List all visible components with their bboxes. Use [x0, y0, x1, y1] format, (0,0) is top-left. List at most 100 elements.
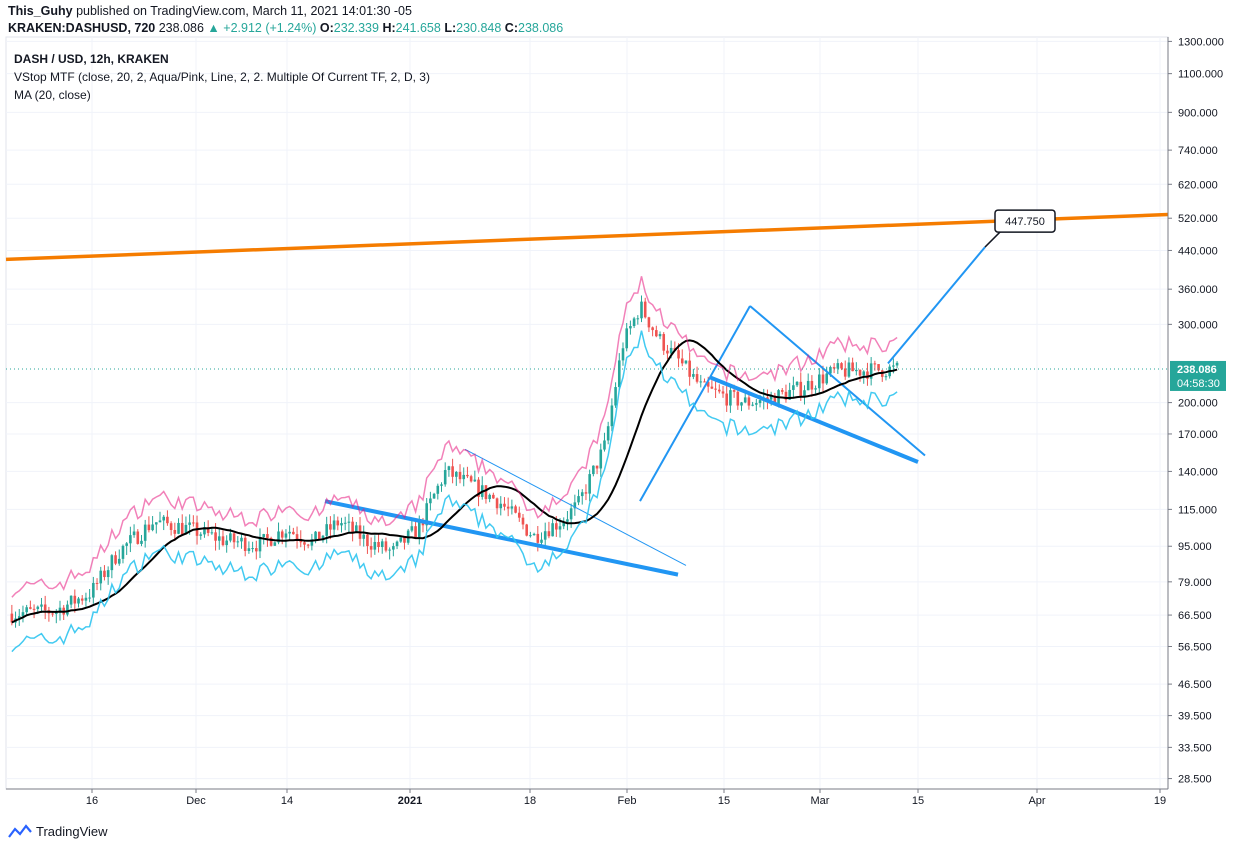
candle-body [869, 363, 873, 379]
publish-text: published on TradingView.com, March 11, … [76, 4, 412, 18]
price-tick-label: 33.500 [1178, 742, 1212, 754]
candle-body [573, 502, 577, 509]
candle-body [173, 529, 177, 534]
candle-body [255, 548, 258, 552]
candle-body [562, 521, 566, 527]
open-value: 232.339 [333, 21, 379, 35]
candle-body [332, 520, 336, 530]
time-tick-label: Mar [811, 795, 830, 807]
candle-body [614, 387, 617, 406]
candle-body [103, 570, 106, 578]
candle-body [755, 403, 758, 405]
candle-body [832, 367, 836, 369]
indicators [11, 276, 898, 653]
candle-body [425, 503, 428, 526]
time-axis[interactable]: 16 Dec 14 2021 18 Feb 15 Mar 15 Apr 19 [6, 788, 1168, 807]
legend-title[interactable]: DASH / USD, 12h, KRAKEN [14, 52, 169, 66]
candle-body [29, 607, 32, 609]
price-tick-label: 28.500 [1178, 774, 1212, 786]
candle-body [788, 389, 791, 400]
plot-area[interactable] [5, 36, 1169, 790]
candle-body [280, 531, 284, 538]
candle-body [692, 374, 695, 377]
legend-vstop[interactable]: VStop MTF (close, 20, 2, Aqua/Pink, Line… [14, 70, 430, 84]
change-up-icon: ▲ [207, 21, 220, 35]
candle-body [80, 598, 84, 601]
close-label: C: [504, 21, 518, 35]
legend-ma[interactable]: MA (20, close) [14, 88, 91, 102]
candle-body [721, 391, 725, 394]
candle-body [77, 598, 80, 604]
candle-body [125, 543, 128, 546]
candle-body [243, 537, 247, 552]
candle-body [843, 368, 847, 377]
candle-body [506, 506, 510, 509]
candle-body [821, 374, 825, 384]
candle-body [73, 595, 77, 604]
low-value: 230.848 [456, 21, 502, 35]
candle-body [466, 474, 469, 477]
candle-body [699, 381, 703, 383]
candle-body [132, 531, 136, 536]
candle-body [43, 604, 47, 611]
candle-body [306, 544, 310, 546]
publish-info: This_Guhy published on TradingView.com, … [8, 4, 412, 18]
candle-body [447, 466, 451, 471]
candle-body [277, 531, 280, 543]
time-tick-label: 19 [1154, 795, 1166, 807]
candle-body [714, 388, 717, 390]
candle-body [484, 485, 488, 500]
candle-body [58, 607, 62, 612]
candle-body [414, 526, 417, 538]
candle-body [495, 498, 499, 509]
time-tick-label: Apr [1028, 795, 1045, 807]
candle-body [625, 328, 628, 349]
candle-body [629, 326, 632, 329]
candle-body [517, 512, 521, 518]
price-tick-label: 140.000 [1178, 466, 1218, 478]
high-value: 241.658 [395, 21, 441, 35]
impulse-line-1 [639, 376, 711, 502]
candle-body [51, 613, 54, 615]
candle-body [136, 531, 140, 544]
candle-body [640, 301, 643, 319]
price-tick-label: 300.000 [1178, 319, 1218, 331]
price-tick-label: 1300.000 [1178, 36, 1224, 48]
candle-body [240, 537, 243, 542]
candle-body [147, 524, 151, 531]
candle-body [262, 534, 266, 537]
candle-body [251, 548, 254, 550]
candle-body [647, 317, 651, 328]
price-axis[interactable]: 1300.000 1100.000 900.000 740.000 620.000 520… [1167, 36, 1224, 789]
candle-body [258, 536, 262, 552]
candle-body [632, 318, 636, 327]
candle-body [210, 532, 214, 534]
candle-body [532, 533, 536, 536]
wedge-lower-line-2 [709, 375, 919, 464]
candle-body [747, 397, 751, 406]
candle-body [773, 395, 777, 406]
candle-body [503, 503, 506, 507]
candle-body [451, 466, 454, 477]
low-label: L: [444, 21, 457, 35]
candle-body [99, 570, 103, 584]
time-tick-label: 2021 [398, 795, 422, 807]
candle-body [69, 595, 73, 605]
candle-body [840, 363, 843, 369]
candle-body [725, 393, 728, 406]
annotations: 238.086 04:58:30 447.750 [6, 209, 1226, 391]
candle-body [362, 534, 366, 539]
high-label: H: [382, 21, 396, 35]
time-tick-label: 15 [718, 795, 730, 807]
candle-body [169, 523, 173, 530]
candle-body [736, 391, 740, 406]
candle-body [455, 471, 458, 477]
candle-body [229, 533, 232, 541]
price-tick-label: 56.500 [1178, 642, 1212, 654]
open-label: O: [319, 21, 334, 35]
footer-brand: TradingView [36, 823, 108, 839]
price-tick-label: 66.500 [1178, 610, 1212, 622]
author-name[interactable]: This_Guhy [8, 4, 73, 18]
candle-body [599, 449, 603, 469]
